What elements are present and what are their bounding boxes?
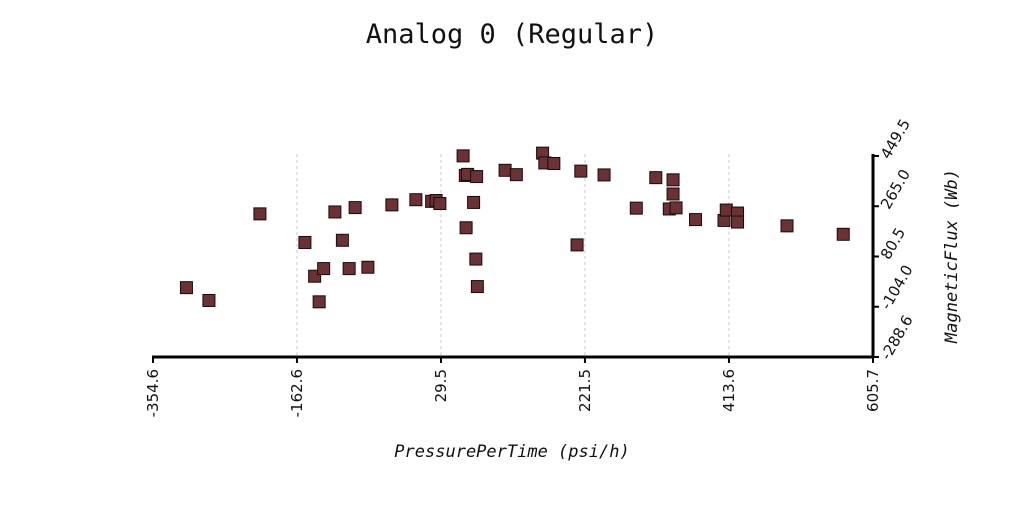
grid xyxy=(297,154,729,357)
data-point xyxy=(203,294,215,306)
x-axis-label: PressurePerTime (psi/h) xyxy=(394,442,629,462)
data-point xyxy=(362,261,374,273)
data-point xyxy=(349,202,361,214)
data-point xyxy=(732,216,744,228)
y-axis-label: MagneticFlux (Wb) xyxy=(942,169,962,344)
data-point xyxy=(386,199,398,211)
axes xyxy=(152,154,874,358)
data-point xyxy=(254,208,266,220)
data-point xyxy=(598,169,610,181)
data-point xyxy=(650,172,662,184)
data-point xyxy=(336,234,348,246)
data-point xyxy=(690,214,702,226)
data-point xyxy=(720,204,732,216)
data-point xyxy=(499,164,511,176)
chart-title: Analog 0 (Regular) xyxy=(366,19,659,50)
data-point xyxy=(470,253,482,265)
data-point xyxy=(471,281,483,293)
data-point xyxy=(343,263,355,275)
data-point xyxy=(329,206,341,218)
x-tick-label: 413.6 xyxy=(720,369,738,412)
data-point xyxy=(471,171,483,183)
x-tick-label: 605.7 xyxy=(864,369,882,412)
data-point xyxy=(667,174,679,186)
data-point xyxy=(510,169,522,181)
y-ticks: -288.6-104.080.5 265.0 449.5 xyxy=(873,116,917,363)
y-tick-label: 449.5 xyxy=(877,116,914,162)
data-point xyxy=(313,296,325,308)
y-tick-label: -288.6 xyxy=(877,312,917,363)
data-point xyxy=(670,202,682,214)
data-point xyxy=(571,239,583,251)
data-point xyxy=(410,194,422,206)
data-point xyxy=(548,157,560,169)
data-point xyxy=(299,236,311,248)
data-point xyxy=(468,196,480,208)
data-point xyxy=(460,222,472,234)
x-ticks: -354.6 -162.6 29.5 221.5 413.6 605.7 xyxy=(144,357,882,417)
data-point xyxy=(781,220,793,232)
y-tick-label: 265.0 xyxy=(877,166,914,212)
x-tick-label: 221.5 xyxy=(576,369,594,412)
data-point xyxy=(180,282,192,294)
x-tick-label: 29.5 xyxy=(432,369,450,402)
y-tick-label: -104.0 xyxy=(877,262,917,313)
data-point xyxy=(434,198,446,210)
x-tick-label: -354.6 xyxy=(144,369,162,417)
data-point xyxy=(837,228,849,240)
data-point xyxy=(630,202,642,214)
x-tick-label: -162.6 xyxy=(288,369,306,417)
data-points xyxy=(180,147,849,308)
data-point xyxy=(667,188,679,200)
y-tick-label: 80.5 xyxy=(877,225,909,263)
data-point xyxy=(575,165,587,177)
data-point xyxy=(318,263,330,275)
data-point xyxy=(457,150,469,162)
